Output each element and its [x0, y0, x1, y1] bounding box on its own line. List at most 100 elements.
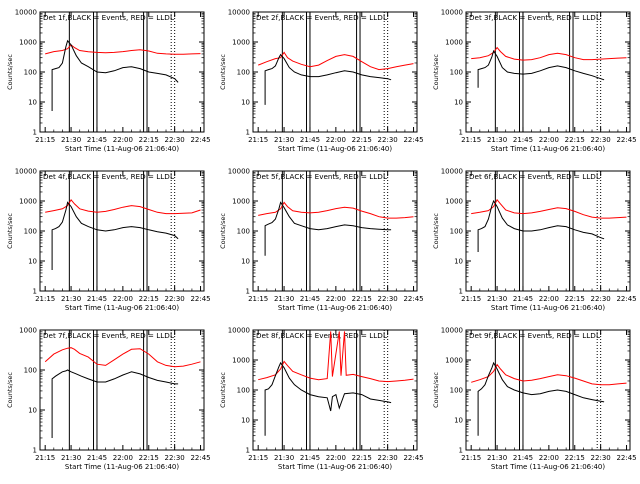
y-tick-label: 1000	[19, 198, 37, 206]
y-tick-label: 10000	[15, 168, 37, 176]
series-line-red	[471, 363, 627, 386]
chart-title: Det 2f,BLACK = Events, RED = LLD	[256, 13, 383, 22]
series-line-black	[477, 361, 605, 436]
y-tick-label: 100	[450, 69, 463, 77]
x-tick-label: 22:15	[139, 295, 159, 303]
x-tick-label: 22:30	[165, 295, 185, 303]
chart-title: Det 6f,BLACK = Events, RED = LLD	[469, 172, 596, 181]
x-tick-label: 21:45	[300, 295, 320, 303]
y-tick-label: 1	[459, 447, 463, 455]
legend-label: L	[170, 172, 175, 181]
y-axis-label: Counts/sec	[432, 213, 440, 249]
y-tick-label: 1000	[232, 39, 250, 47]
x-axis-label: Start Time (11-Aug-06 21:06:40)	[65, 145, 179, 153]
x-tick-label: 22:45	[190, 295, 210, 303]
y-tick-label: 1	[33, 288, 37, 296]
y-tick-label: 10	[454, 258, 463, 266]
legend-label: L	[383, 13, 388, 22]
legend-label: L	[596, 172, 601, 181]
series-line-red	[471, 198, 627, 219]
x-tick-label: 22:30	[165, 454, 185, 462]
series-line-black	[51, 369, 179, 438]
legend-label: L	[170, 13, 175, 22]
y-tick-label: 10000	[15, 9, 37, 17]
x-tick-label: 21:30	[274, 295, 294, 303]
series-line-black	[477, 199, 605, 252]
y-axis-label: Counts/sec	[219, 54, 227, 90]
x-tick-label: 21:45	[87, 454, 107, 462]
x-tick-label: 21:45	[513, 454, 533, 462]
series-line-black	[51, 39, 179, 111]
y-tick-label: 1000	[445, 198, 463, 206]
x-tick-label: 21:15	[35, 295, 55, 303]
plot-frame	[252, 11, 418, 133]
chart-title: Det 4f,BLACK = Events, RED = LLD	[43, 172, 170, 181]
x-tick-label: 21:15	[248, 136, 268, 144]
chart-panel: Det 6f,BLACK = Events, RED = LLD L 1 10 100 1…	[432, 168, 637, 313]
x-tick-label: 21:45	[513, 295, 533, 303]
x-axis-label: Start Time (11-Aug-06 21:06:40)	[278, 463, 392, 471]
y-tick-label: 1	[246, 288, 250, 296]
chart-panel: Det 4f,BLACK = Events, RED = LLD L 1 10 100 1…	[6, 168, 211, 313]
x-tick-label: 21:30	[487, 136, 507, 144]
x-tick-label: 22:00	[326, 295, 346, 303]
x-tick-label: 22:45	[403, 295, 423, 303]
x-tick-label: 21:45	[300, 136, 320, 144]
x-tick-label: 21:30	[61, 454, 81, 462]
x-tick-label: 21:15	[248, 454, 268, 462]
y-axis-label: Counts/sec	[6, 54, 14, 90]
x-tick-label: 22:30	[591, 136, 611, 144]
chart-title: Det 8f,BLACK = Events, RED = LLD	[256, 331, 383, 340]
x-tick-label: 22:45	[616, 136, 636, 144]
plot-frame	[465, 329, 631, 451]
series-line-black	[51, 201, 179, 270]
y-tick-label: 100	[237, 387, 250, 395]
x-axis-label: Start Time (11-Aug-06 21:06:40)	[65, 304, 179, 312]
x-tick-label: 22:45	[403, 454, 423, 462]
x-tick-label: 21:15	[248, 295, 268, 303]
chart-panel: Det 3f,BLACK = Events, RED = LLD L 1 10 100 1…	[432, 9, 637, 154]
x-tick-label: 21:15	[461, 295, 481, 303]
y-tick-label: 10	[28, 99, 37, 107]
y-axis-label: Counts/sec	[6, 372, 14, 408]
chart-title: Det 5f,BLACK = Events, RED = LLD	[256, 172, 383, 181]
x-tick-label: 22:00	[539, 136, 559, 144]
x-axis-label: Start Time (11-Aug-06 21:06:40)	[278, 304, 392, 312]
y-tick-label: 100	[24, 69, 37, 77]
series-line-black	[264, 361, 392, 436]
x-tick-label: 21:30	[61, 136, 81, 144]
y-tick-label: 10	[241, 417, 250, 425]
y-tick-label: 100	[237, 69, 250, 77]
series-line-red	[258, 331, 414, 383]
chart-title: Det 3f,BLACK = Events, RED = LLD	[469, 13, 596, 22]
x-tick-label: 22:30	[591, 295, 611, 303]
x-tick-label: 22:00	[113, 295, 133, 303]
plot-frame	[252, 170, 418, 292]
x-axis-label: Start Time (11-Aug-06 21:06:40)	[278, 145, 392, 153]
x-tick-label: 21:30	[487, 454, 507, 462]
x-tick-label: 21:45	[300, 454, 320, 462]
y-tick-label: 100	[24, 367, 37, 375]
chart-panel: Det 2f,BLACK = Events, RED = LLD L 1 10 100 1…	[219, 9, 424, 154]
plot-frame	[252, 329, 418, 451]
y-tick-label: 1000	[232, 357, 250, 365]
series-line-black	[477, 49, 605, 88]
y-tick-label: 100	[450, 387, 463, 395]
x-tick-label: 22:30	[165, 136, 185, 144]
legend-label: L	[596, 13, 601, 22]
y-tick-label: 1	[459, 129, 463, 137]
x-tick-label: 22:00	[326, 454, 346, 462]
x-tick-label: 22:15	[139, 136, 159, 144]
y-axis-label: Counts/sec	[219, 213, 227, 249]
legend-label: L	[170, 331, 175, 340]
y-tick-label: 1	[459, 288, 463, 296]
y-tick-label: 10	[454, 99, 463, 107]
x-axis-label: Start Time (11-Aug-06 21:06:40)	[491, 463, 605, 471]
x-tick-label: 21:15	[35, 136, 55, 144]
x-tick-label: 21:15	[461, 136, 481, 144]
x-tick-label: 21:45	[513, 136, 533, 144]
x-tick-label: 22:15	[352, 454, 372, 462]
x-tick-label: 22:45	[403, 136, 423, 144]
x-tick-label: 21:45	[87, 295, 107, 303]
